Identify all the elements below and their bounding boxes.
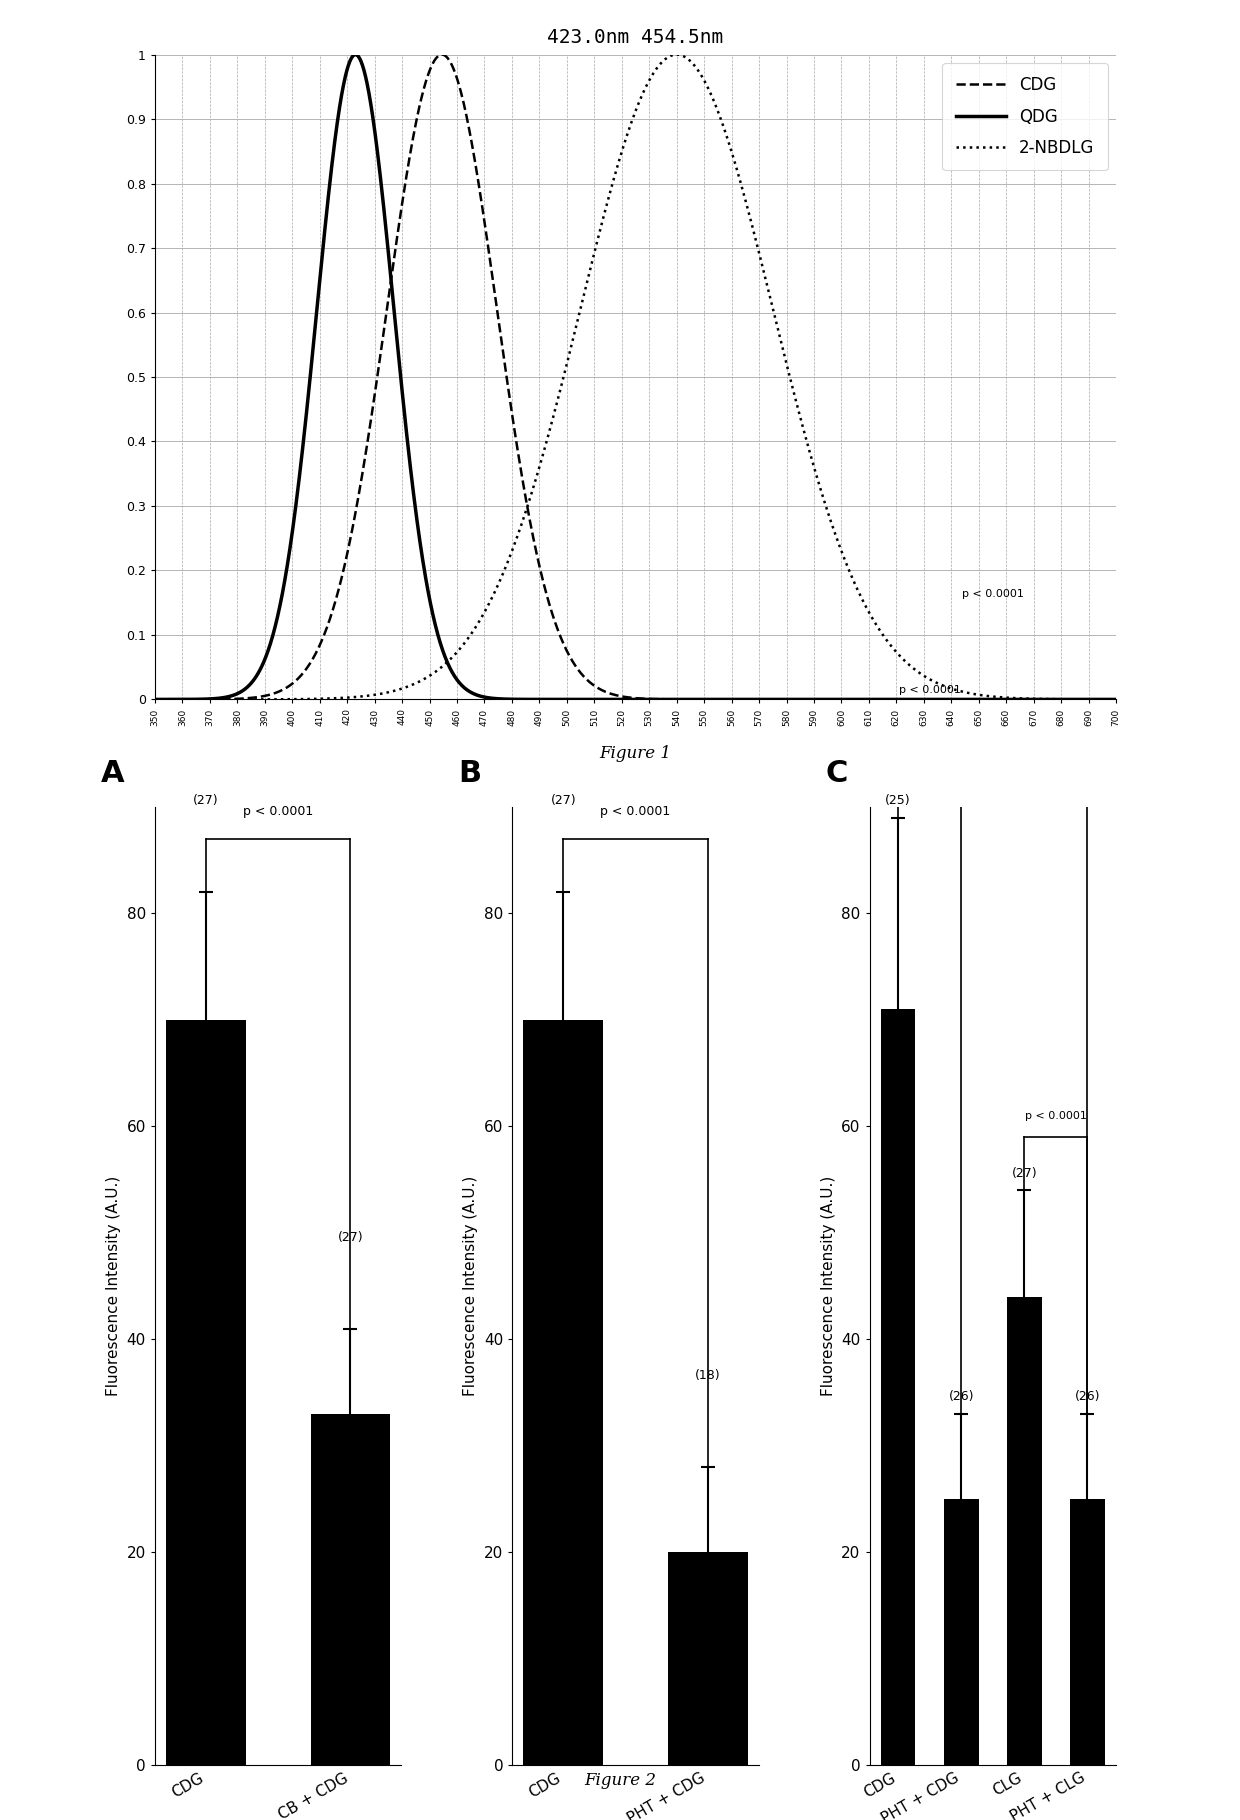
Title: 423.0nm 454.5nm: 423.0nm 454.5nm bbox=[547, 29, 724, 47]
CDG bbox=[148, 688, 162, 710]
Text: p < 0.0001: p < 0.0001 bbox=[962, 590, 1024, 599]
Text: (27): (27) bbox=[193, 794, 218, 806]
2-NBDLG bbox=[589, 233, 604, 255]
Text: p < 0.0001: p < 0.0001 bbox=[1025, 1110, 1086, 1121]
Bar bbox=[1007, 1298, 1042, 1765]
Bar bbox=[523, 1019, 603, 1765]
CDG bbox=[1081, 688, 1096, 710]
Text: C: C bbox=[826, 759, 848, 788]
Text: A: A bbox=[100, 759, 124, 788]
Text: (27): (27) bbox=[337, 1230, 363, 1243]
2-NBDLG bbox=[1109, 688, 1123, 710]
2-NBDLG bbox=[615, 138, 630, 160]
QDG bbox=[348, 44, 363, 66]
Text: (26): (26) bbox=[1075, 1390, 1100, 1403]
Bar bbox=[311, 1414, 391, 1765]
QDG bbox=[615, 688, 630, 710]
2-NBDLG bbox=[1081, 688, 1096, 710]
2-NBDLG bbox=[905, 657, 920, 679]
2-NBDLG bbox=[1081, 688, 1096, 710]
CDG bbox=[1081, 688, 1096, 710]
CDG bbox=[1109, 688, 1123, 710]
Line: QDG: QDG bbox=[155, 55, 1116, 699]
Text: (27): (27) bbox=[551, 794, 577, 806]
Legend: CDG, QDG, 2-NBDLG: CDG, QDG, 2-NBDLG bbox=[942, 64, 1107, 171]
Line: 2-NBDLG: 2-NBDLG bbox=[155, 55, 1116, 699]
Text: (25): (25) bbox=[885, 794, 911, 806]
Text: Figure 1: Figure 1 bbox=[599, 744, 672, 761]
QDG bbox=[1109, 688, 1123, 710]
CDG bbox=[905, 688, 920, 710]
CDG bbox=[615, 686, 630, 708]
Text: (18): (18) bbox=[694, 1369, 720, 1381]
CDG bbox=[590, 677, 605, 699]
Text: (27): (27) bbox=[1012, 1167, 1037, 1179]
Line: CDG: CDG bbox=[155, 55, 1116, 699]
Text: (26): (26) bbox=[949, 1390, 973, 1403]
Text: p < 0.0001: p < 0.0001 bbox=[899, 684, 961, 695]
Text: B: B bbox=[458, 759, 481, 788]
Text: p < 0.0001: p < 0.0001 bbox=[243, 804, 314, 817]
Bar bbox=[880, 1010, 915, 1765]
QDG bbox=[590, 688, 605, 710]
QDG bbox=[1081, 688, 1096, 710]
Y-axis label: Fluorescence Intensity (A.U.): Fluorescence Intensity (A.U.) bbox=[821, 1176, 836, 1396]
Bar bbox=[944, 1500, 978, 1765]
Text: p < 0.0001: p < 0.0001 bbox=[600, 804, 671, 817]
CDG bbox=[197, 688, 212, 710]
2-NBDLG bbox=[197, 688, 212, 710]
2-NBDLG bbox=[148, 688, 162, 710]
QDG bbox=[148, 688, 162, 710]
Text: Figure 2: Figure 2 bbox=[584, 1773, 656, 1789]
QDG bbox=[1081, 688, 1096, 710]
Bar bbox=[166, 1019, 246, 1765]
QDG bbox=[905, 688, 920, 710]
2-NBDLG bbox=[670, 44, 684, 66]
Bar bbox=[1070, 1500, 1105, 1765]
Bar bbox=[668, 1552, 748, 1765]
CDG bbox=[434, 44, 449, 66]
Y-axis label: Fluorescence Intensity (A.U.): Fluorescence Intensity (A.U.) bbox=[464, 1176, 479, 1396]
Y-axis label: Fluorescence Intensity (A.U.): Fluorescence Intensity (A.U.) bbox=[107, 1176, 122, 1396]
QDG bbox=[197, 688, 212, 710]
